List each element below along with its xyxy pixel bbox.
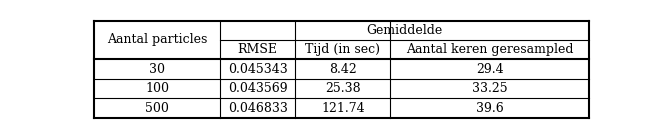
Text: 100: 100 <box>145 82 169 95</box>
Text: 0.045343: 0.045343 <box>228 63 288 76</box>
Text: 0.046833: 0.046833 <box>228 102 288 115</box>
Text: RMSE: RMSE <box>238 43 278 56</box>
Text: 29.4: 29.4 <box>476 63 503 76</box>
Text: 8.42: 8.42 <box>329 63 356 76</box>
Text: 500: 500 <box>145 102 169 115</box>
Text: Aantal keren geresampled: Aantal keren geresampled <box>406 43 573 56</box>
Text: Tijd (in sec): Tijd (in sec) <box>305 43 380 56</box>
Text: 39.6: 39.6 <box>476 102 503 115</box>
Text: Aantal particles: Aantal particles <box>107 33 207 47</box>
Text: 121.74: 121.74 <box>321 102 364 115</box>
Text: 25.38: 25.38 <box>325 82 360 95</box>
Text: 33.25: 33.25 <box>472 82 507 95</box>
Text: 30: 30 <box>149 63 165 76</box>
Text: Gemiddelde: Gemiddelde <box>366 24 443 37</box>
Text: 0.043569: 0.043569 <box>228 82 288 95</box>
